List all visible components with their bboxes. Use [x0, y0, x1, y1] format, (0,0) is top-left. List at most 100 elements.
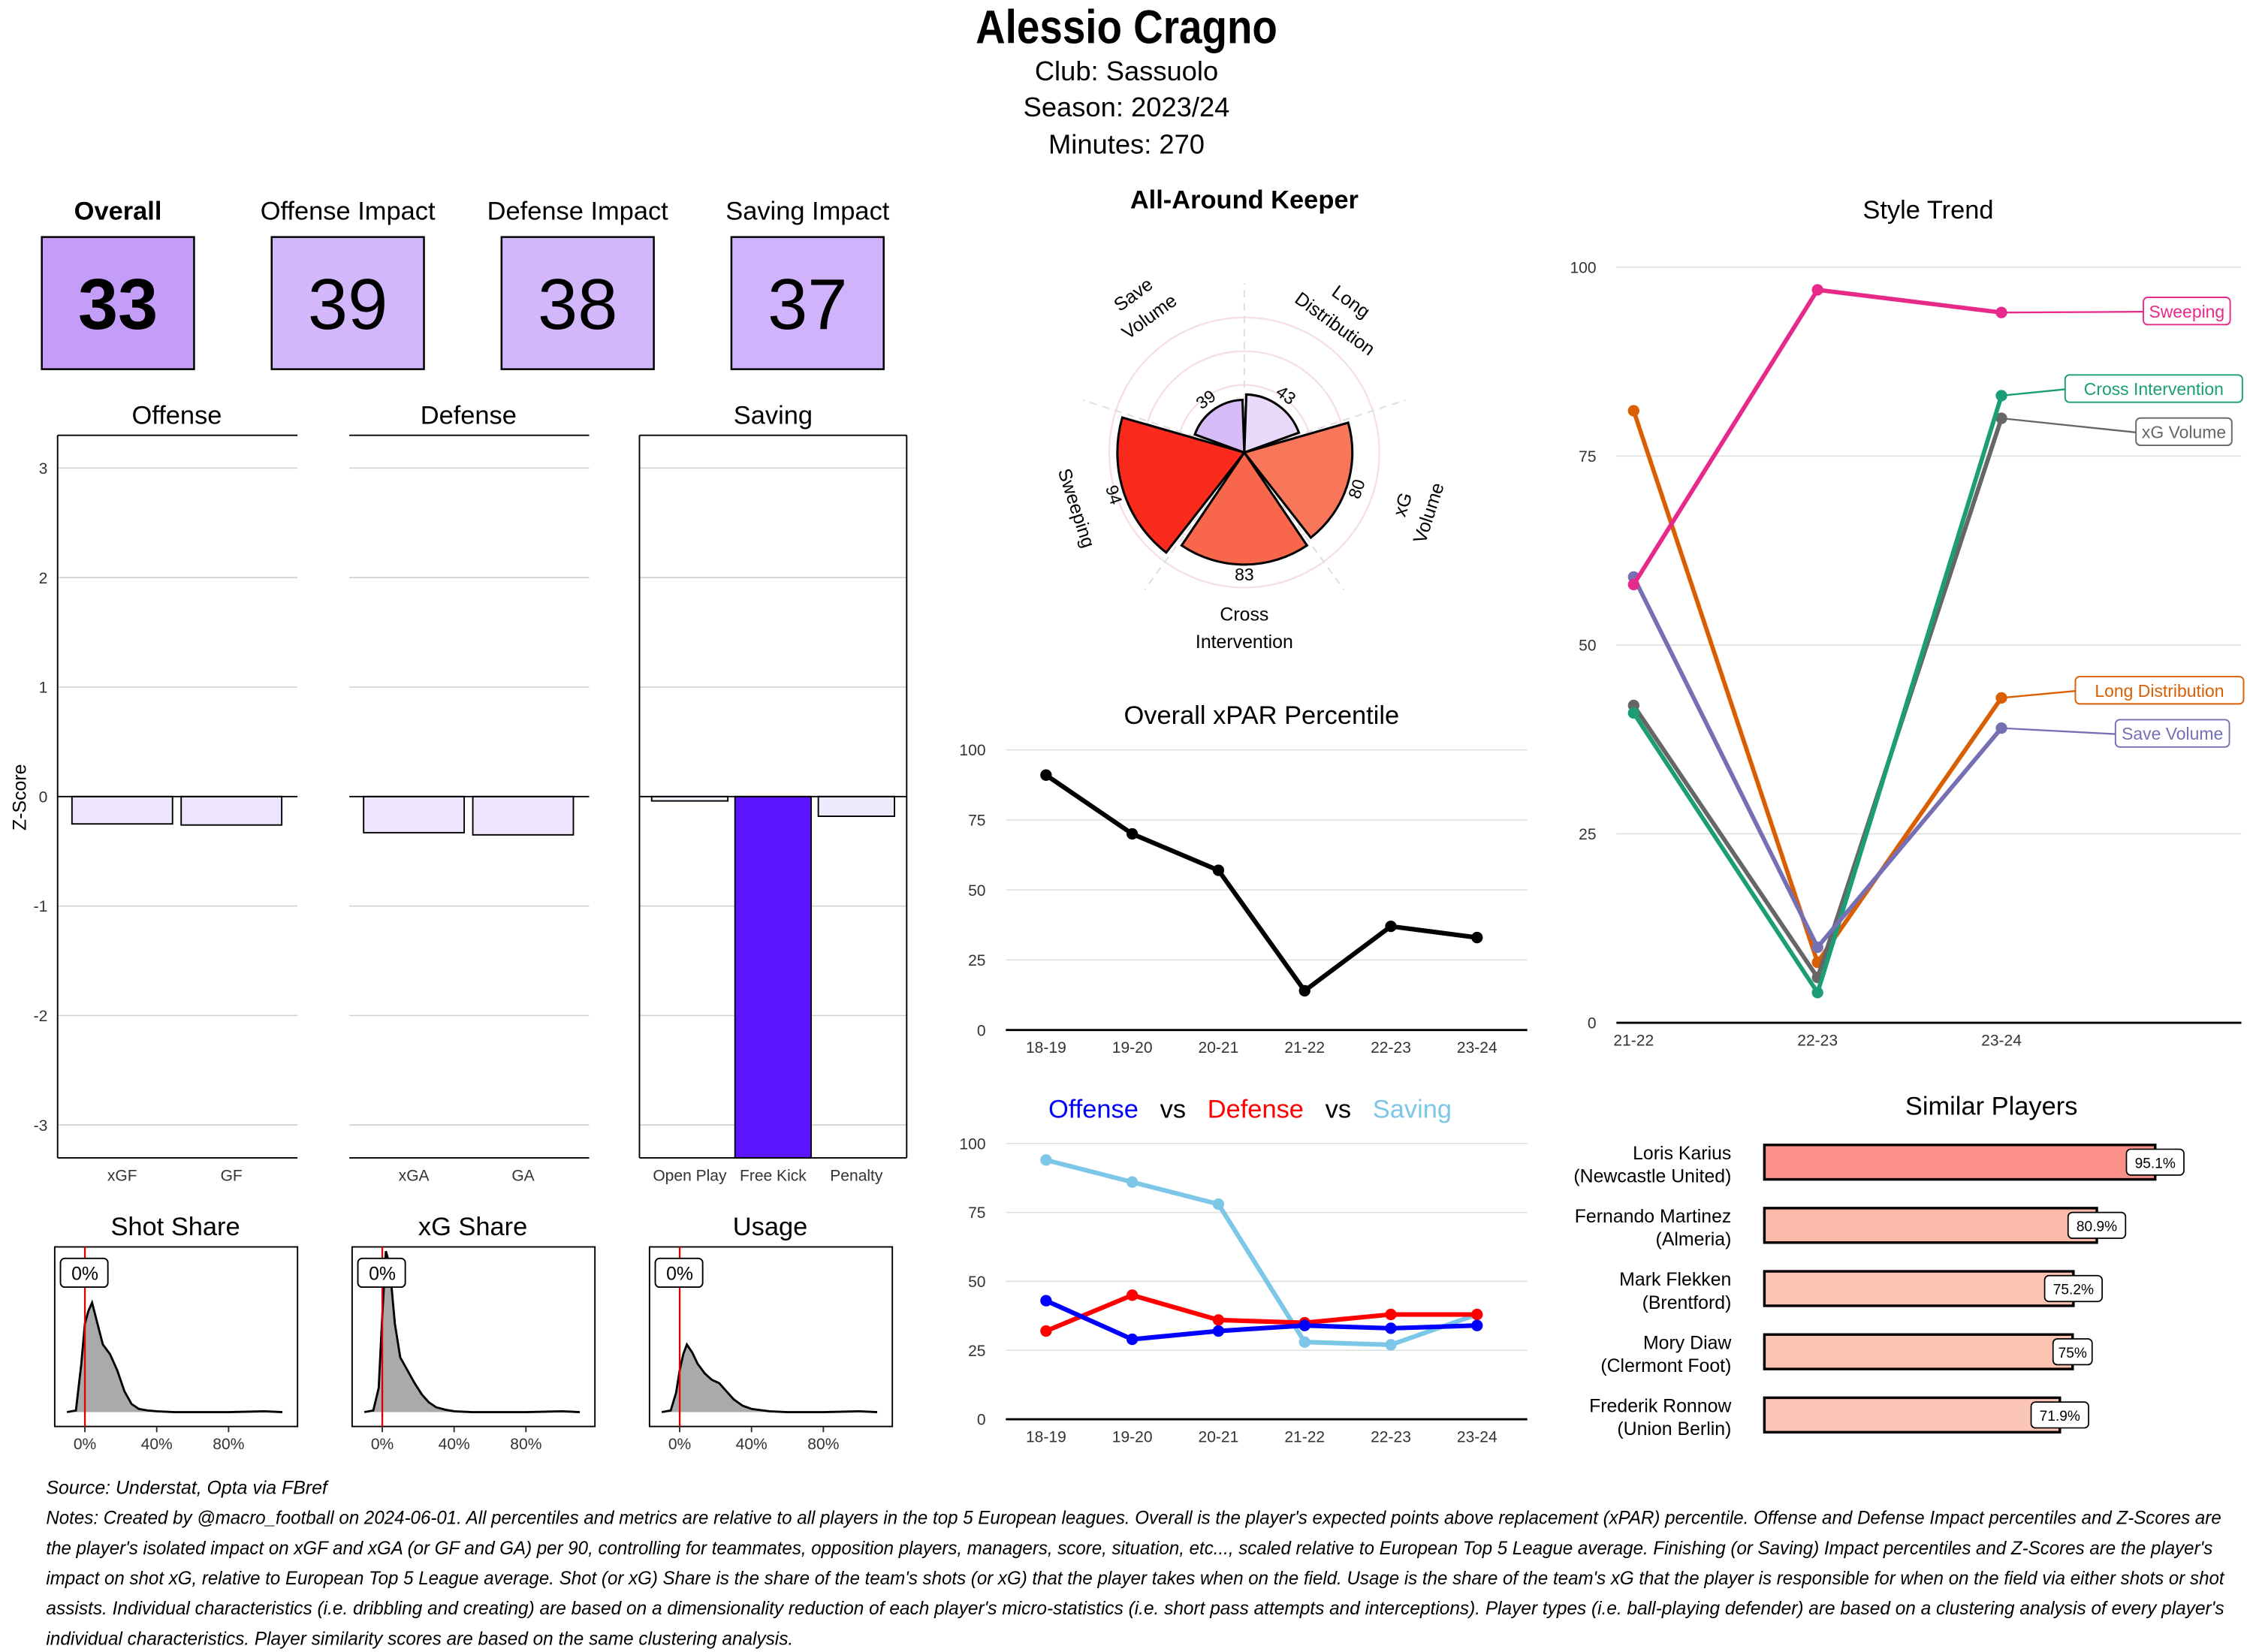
impact-cards: Overall 33 Offense Impact 39 Defense Imp… — [41, 197, 890, 370]
radar-sector — [1243, 393, 1301, 454]
impact-card-overall: Overall 33 — [41, 197, 195, 370]
season-value: 2023/24 — [1131, 92, 1229, 122]
data-point — [1126, 1176, 1139, 1188]
player-value-label: 0% — [666, 1264, 693, 1285]
impact-card-saving: Saving Impact 37 — [725, 197, 890, 370]
series-line — [1045, 1298, 1477, 1342]
club-label: Club: — [1035, 56, 1099, 86]
x-tick-label: 20-21 — [1199, 1039, 1239, 1057]
series-line — [1045, 1157, 1478, 1347]
notes-line: the player's isolated impact on xGF and … — [46, 1538, 2212, 1559]
similarity-bar — [1763, 1396, 2061, 1434]
data-point — [1811, 941, 1823, 954]
x-tick-label: 80% — [510, 1436, 541, 1453]
y-tick-label: -2 — [34, 1008, 48, 1025]
data-point — [1627, 578, 1639, 591]
y-tick-label: 0 — [39, 788, 48, 806]
data-point — [1627, 405, 1639, 417]
player-name: Loris Karius — [1633, 1143, 1731, 1164]
impact-card-value: 37 — [768, 264, 847, 345]
x-tick-label: 19-20 — [1112, 1039, 1153, 1057]
player-club: (Almeria) — [1656, 1229, 1732, 1250]
impact-card-label: Offense Impact — [261, 197, 436, 226]
series-line — [1631, 576, 2004, 950]
series-line — [1631, 418, 2004, 980]
data-point — [1811, 987, 1823, 999]
data-point — [1298, 984, 1310, 997]
x-tick-label: 0% — [74, 1436, 96, 1453]
series-line — [1631, 288, 2002, 586]
similarity-label: 75.2% — [2053, 1283, 2094, 1298]
zscore-panel-title: Defense — [421, 401, 517, 430]
player-value-label: 0% — [369, 1264, 396, 1285]
share-panel-title: Shot Share — [110, 1213, 240, 1241]
series-label-connector — [2001, 690, 2076, 699]
y-tick-label: 3 — [39, 460, 48, 478]
x-tick-label: 0% — [668, 1436, 691, 1453]
y-tick-label: 50 — [968, 882, 985, 900]
y-tick-label: 100 — [1570, 259, 1596, 276]
player-name: Fernando Martinez — [1575, 1206, 1732, 1227]
similar-players-title: Similar Players — [1905, 1093, 2078, 1121]
zscore-bar — [180, 795, 283, 826]
radar-category-label: Cross Intervention — [1196, 604, 1293, 652]
similar-players-chart: Similar Players Loris Karius(Newcastle U… — [1573, 1093, 2185, 1439]
minutes-line: Minutes: 270 — [1048, 129, 1205, 160]
x-tick-label: 21-22 — [1284, 1039, 1325, 1057]
impact-card-box — [500, 236, 655, 370]
minutes-value: 270 — [1159, 129, 1205, 160]
zscore-bar — [734, 795, 813, 1159]
similarity-label-box — [2043, 1274, 2103, 1303]
data-point — [1126, 828, 1139, 840]
data-point — [1040, 1295, 1052, 1307]
radar-category-label-line: Sweeping — [1054, 466, 1099, 550]
zscore-bar — [817, 795, 895, 817]
radar-sector — [1116, 416, 1247, 554]
player-name: Frederik Ronnow — [1589, 1396, 1732, 1417]
data-point — [1385, 920, 1397, 933]
impact-card-label: Defense Impact — [487, 197, 669, 226]
data-point — [1040, 1325, 1052, 1337]
series-label: Sweeping — [2149, 302, 2224, 321]
series-label-box — [2074, 676, 2245, 705]
y-tick-label: 0 — [977, 1412, 986, 1429]
radar-category-label: SaveVolume — [1102, 268, 1181, 344]
x-tick-label: GF — [221, 1168, 243, 1185]
data-point — [1212, 1198, 1225, 1210]
similarity-label-box — [2067, 1211, 2127, 1239]
player-name: Mory Diaw — [1643, 1332, 1732, 1353]
similarity-label: 80.9% — [2077, 1219, 2117, 1234]
series-label-box — [2135, 417, 2233, 447]
similarity-label: 95.1% — [2135, 1156, 2176, 1171]
series-label: xG Volume — [2142, 422, 2226, 442]
ods-title-defense: Defense — [1208, 1095, 1304, 1123]
x-tick-label: 80% — [213, 1436, 244, 1453]
radar-sector — [1193, 398, 1246, 454]
series-line — [1045, 1292, 1477, 1334]
data-point — [1298, 1319, 1310, 1331]
impact-card-label: Saving Impact — [725, 197, 890, 226]
x-tick-label: xGA — [399, 1168, 430, 1185]
radar-category-label-line: xG — [1389, 490, 1416, 519]
series-label-connector — [2001, 388, 2065, 397]
club-value: Sassuolo — [1106, 56, 1218, 86]
player-club: (Union Berlin) — [1617, 1418, 1731, 1439]
x-tick-label: Free Kick — [740, 1168, 807, 1185]
data-point — [1627, 707, 1639, 719]
header: Alessio Cragno Club: Sassuolo Season: 20… — [976, 1, 1277, 159]
data-point — [1040, 769, 1052, 781]
x-tick-label: 40% — [736, 1436, 768, 1453]
y-tick-label: 2 — [39, 570, 48, 587]
series-line — [1631, 395, 2004, 995]
radar-category-label-line: Cross — [1220, 604, 1268, 625]
data-point — [1471, 1308, 1483, 1321]
data-point — [1126, 1289, 1139, 1301]
data-point — [1126, 1333, 1139, 1346]
minutes-label: Minutes: — [1048, 129, 1151, 160]
impact-card-value: 38 — [538, 264, 617, 345]
player-value-label: 0% — [71, 1264, 98, 1285]
radar-category-label: LongDistribution — [1291, 266, 1395, 360]
y-tick-label: 100 — [959, 742, 985, 759]
y-tick-label: -3 — [34, 1117, 48, 1135]
